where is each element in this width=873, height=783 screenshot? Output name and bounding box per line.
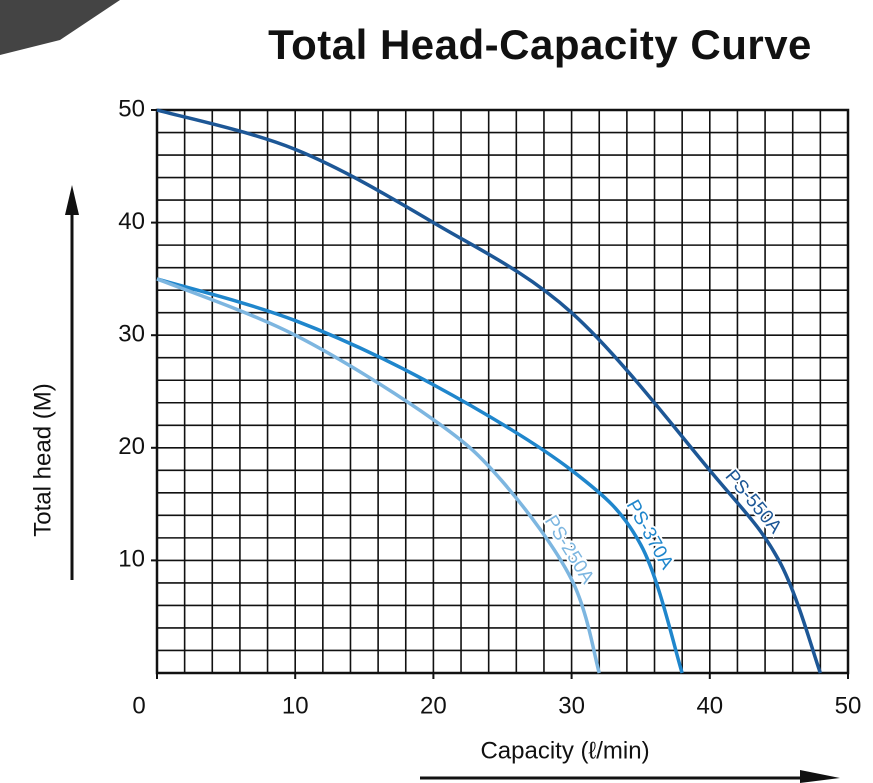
x-arrow-head <box>800 770 840 783</box>
y-tick-label: 40 <box>118 208 145 235</box>
y-tick-label: 50 <box>118 95 145 122</box>
decoration <box>0 0 120 55</box>
x-axis-label: Capacity (ℓ/min) <box>480 737 649 764</box>
y-tick-label: 30 <box>118 321 145 348</box>
y-tick-label: 10 <box>118 546 145 573</box>
x-tick-label: 10 <box>282 692 309 719</box>
x-tick-label: 20 <box>420 692 447 719</box>
curve <box>156 277 601 674</box>
x-tick-label: 40 <box>696 692 723 719</box>
y-tick-label: 20 <box>118 433 145 460</box>
x-tick-label: 50 <box>835 692 862 719</box>
x-tick-label: 30 <box>558 692 585 719</box>
x-tick-label: 0 <box>132 692 145 719</box>
y-arrow-head <box>65 185 79 215</box>
axes: Total head (M) Capacity (ℓ/min) <box>29 185 840 783</box>
y-axis-label: Total head (M) <box>29 383 56 536</box>
plot-frame <box>155 108 850 675</box>
curve <box>156 277 684 674</box>
curve <box>156 108 823 674</box>
legend-label: PS-550A <box>721 466 786 538</box>
chart-title: Total Head-Capacity Curve <box>268 21 812 68</box>
